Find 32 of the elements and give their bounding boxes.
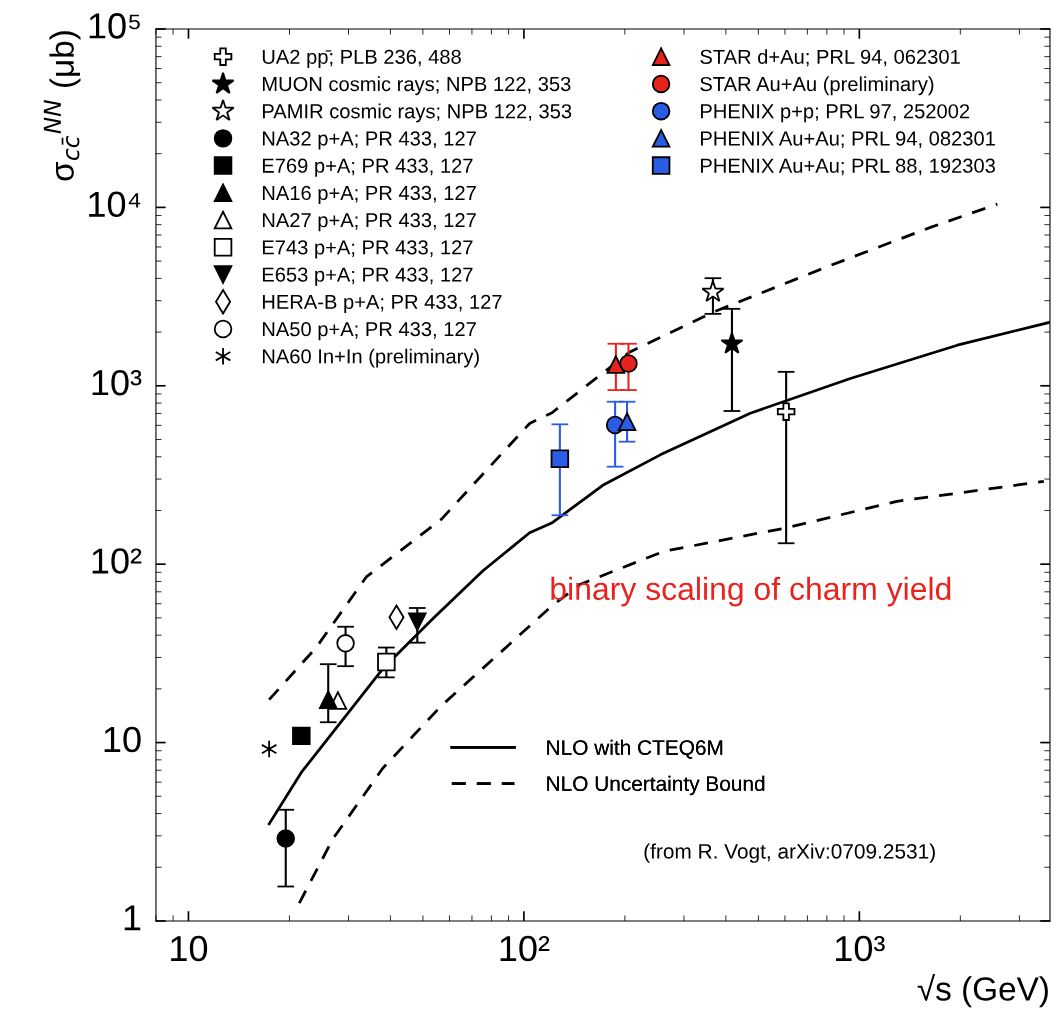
legend-label: HERA-B p+A; PR 433, 127 (262, 294, 502, 313)
legend-label: PHENIX p+p; PRL 97, 252002 (701, 104, 970, 123)
y-tick-label: 10⁴ (89, 191, 141, 218)
legend-label: E743 p+A; PR 433, 127 (262, 240, 473, 259)
legend-label: NA27 p+A; PR 433, 127 (262, 213, 476, 232)
legend-label: NLO with CTEQ6M (547, 739, 723, 759)
legend-label: NA60 In+In (preliminary) (262, 348, 479, 368)
legend-label: NA50 p+A; PR 433, 127 (262, 321, 476, 341)
legend-label: PAMIR cosmic rays; NPB 122, 353 (262, 103, 572, 123)
x-axis-title: √s (GeV) (917, 974, 1048, 1008)
legend-label: STAR Au+Au (preliminary) (700, 76, 934, 96)
legend-label: PHENIX Au+Au; PRL 88, 192303 (701, 158, 995, 176)
y-tick-label: 10⁵ (89, 13, 140, 39)
legend-label: NLO Uncertainty Bound (547, 775, 765, 796)
annotation: (from R. Vogt, arXiv:0709.2531) (644, 843, 935, 863)
y-tick-label: 10² (92, 548, 142, 574)
x-tick-label: 10³ (836, 935, 885, 962)
legend-label: NA32 p+A; PR 433, 127 (262, 131, 476, 150)
annotation: binary scaling of charm yield (551, 576, 951, 607)
legend-label: E653 p+A; PR 433, 127 (262, 267, 473, 286)
legend-label: MUON cosmic rays; NPB 122, 353 (262, 76, 571, 96)
y-tick-label: 10 (104, 726, 141, 753)
y-axis-title: σ$_{cc̄}$$^{NN}$ (μb) (43, 31, 81, 181)
legend-label: E769 p+A; PR 433, 127 (262, 158, 473, 177)
y-tick-label: 1 (124, 905, 141, 931)
legend-label: STAR d+Au; PRL 94, 062301 (700, 49, 960, 67)
legend-label: UA2 pp̄; PLB 236, 488 (262, 49, 461, 68)
y-tick-label: 10³ (92, 369, 142, 396)
legend-label: PHENIX Au+Au; PRL 94, 082301 (701, 131, 995, 148)
x-tick-label: 10 (171, 935, 208, 962)
legend-label: NA16 p+A; PR 433, 127 (262, 185, 476, 205)
x-tick-label: 10² (500, 935, 550, 962)
